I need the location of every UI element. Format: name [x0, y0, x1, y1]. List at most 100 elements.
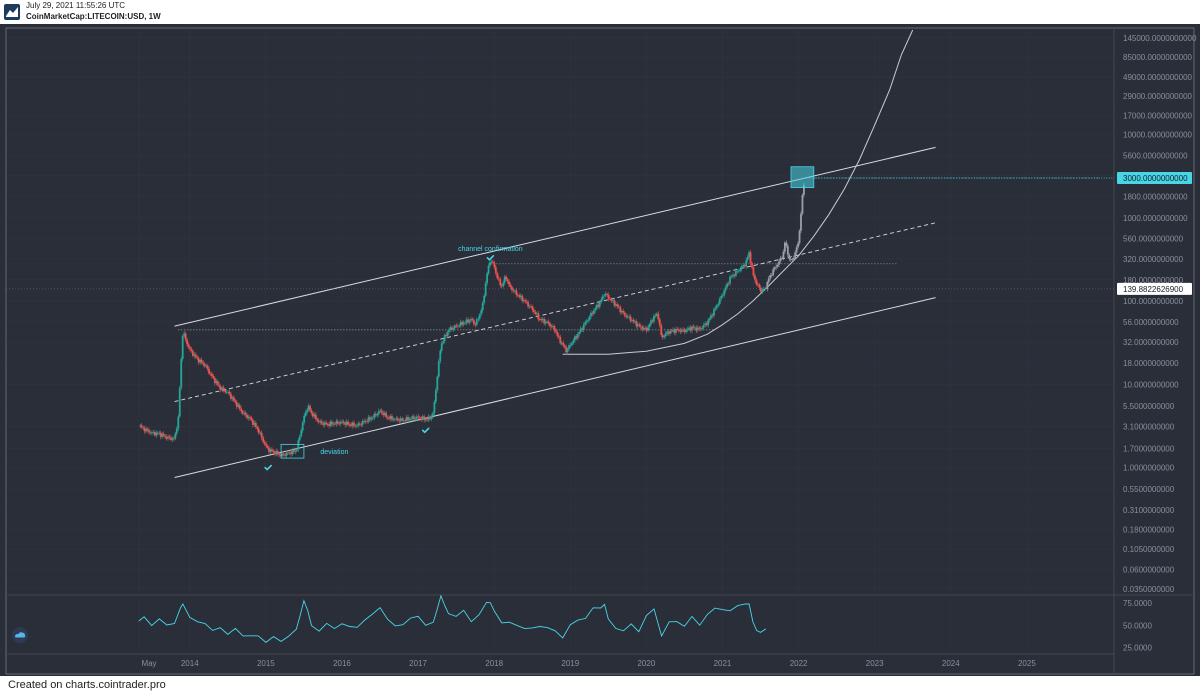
- candle-body: [534, 312, 537, 314]
- candle-body: [549, 323, 551, 327]
- candle-body: [600, 299, 603, 302]
- candle-body: [294, 451, 297, 452]
- time-tick-label: 2021: [714, 659, 732, 668]
- candle-body: [481, 302, 484, 311]
- candle-body: [518, 295, 521, 297]
- candle-body: [581, 328, 584, 330]
- price-tick-label: 560.0000000000: [1123, 235, 1184, 244]
- candle-body: [638, 324, 641, 326]
- candle-body: [427, 416, 430, 420]
- price-tick-label: 17000.0000000000: [1123, 111, 1193, 120]
- candle-body: [651, 320, 654, 322]
- candle-body: [636, 324, 639, 327]
- candle-body: [653, 315, 655, 322]
- candle-body: [373, 413, 376, 418]
- candle-body: [704, 323, 707, 325]
- price-tick-label: 0.0350000000: [1123, 585, 1175, 594]
- candle-body: [161, 433, 164, 437]
- candle-body: [758, 284, 761, 288]
- candle-body: [215, 381, 218, 384]
- candle-body: [470, 319, 472, 321]
- candle-body: [746, 256, 749, 261]
- candle-body: [433, 401, 436, 414]
- candle-body: [718, 298, 721, 304]
- time-tick-label: 2023: [866, 659, 884, 668]
- highlight-box: [280, 443, 305, 459]
- candle-body: [770, 275, 773, 276]
- candle-body: [298, 436, 301, 441]
- candle-body: [727, 283, 730, 285]
- candle-body: [183, 333, 186, 336]
- candle-body: [509, 284, 512, 288]
- candle-body: [563, 345, 566, 348]
- candle-body: [487, 265, 490, 274]
- candle-body: [256, 427, 259, 430]
- candle-body: [650, 320, 652, 325]
- chart-frame: [5, 27, 1195, 675]
- oscillator-tick-label: 75.0000: [1123, 599, 1152, 608]
- candle-body: [266, 445, 269, 448]
- candle-body: [233, 397, 235, 401]
- candle-body: [451, 327, 453, 330]
- price-tick-label: 1000.0000000000: [1123, 214, 1188, 223]
- candle-body: [307, 405, 310, 410]
- price-tick-label: 100.0000000000: [1123, 297, 1184, 306]
- candle-body: [497, 278, 500, 280]
- candle-body: [386, 416, 389, 418]
- candle-body: [568, 345, 570, 350]
- candle-body: [791, 259, 794, 261]
- highlight-boxes: [280, 166, 815, 459]
- candle-body: [407, 417, 409, 421]
- candle-body: [458, 325, 461, 327]
- candle-body: [290, 452, 292, 455]
- candle-body: [502, 282, 505, 287]
- candle-body: [341, 421, 344, 423]
- candle-body: [736, 270, 739, 272]
- candle-body: [751, 262, 753, 268]
- candle-body: [631, 319, 633, 321]
- candle-body: [500, 285, 503, 287]
- candle-body: [252, 420, 254, 425]
- candle-body: [443, 335, 446, 342]
- check-icon: [486, 255, 495, 261]
- candle-body: [661, 335, 664, 338]
- candle-body: [465, 319, 468, 323]
- candle-body: [295, 449, 298, 452]
- candle-body: [333, 423, 336, 425]
- candle-body: [231, 397, 234, 399]
- time-tick-label: 2025: [1018, 659, 1036, 668]
- candle-body: [503, 276, 506, 283]
- candle-body: [395, 418, 398, 420]
- candle-body: [547, 321, 550, 324]
- candle-body: [402, 420, 405, 422]
- candle-body: [172, 438, 175, 440]
- candle-body: [737, 270, 740, 272]
- time-tick-label: 2015: [257, 659, 275, 668]
- candle-body: [455, 325, 458, 327]
- candle-body: [180, 359, 183, 388]
- candle-body: [462, 322, 465, 325]
- candle-body: [411, 416, 414, 419]
- candle-body: [634, 321, 636, 323]
- candle-body: [429, 416, 431, 420]
- candle-body: [620, 311, 623, 313]
- chart[interactable]: channel confirmation deviation 145000.000…: [0, 24, 1200, 676]
- candle-body: [702, 324, 705, 328]
- candle-body: [304, 412, 307, 416]
- candle-body: [278, 454, 281, 456]
- candle-body: [543, 319, 546, 324]
- candle-body: [360, 424, 363, 426]
- oscillator-tick-label: 25.0000: [1123, 644, 1152, 653]
- candle-body: [306, 409, 308, 413]
- candle-body: [285, 452, 288, 456]
- candle-body: [588, 316, 591, 320]
- candle-body: [647, 327, 649, 331]
- candle-body: [265, 443, 267, 446]
- candle-body: [361, 420, 364, 425]
- candle-body: [798, 230, 801, 244]
- candle-body: [571, 342, 573, 345]
- candle-body: [189, 347, 191, 350]
- price-tick-label: 29000.0000000000: [1123, 92, 1193, 101]
- candle-body: [676, 328, 679, 330]
- candle-body: [413, 416, 415, 420]
